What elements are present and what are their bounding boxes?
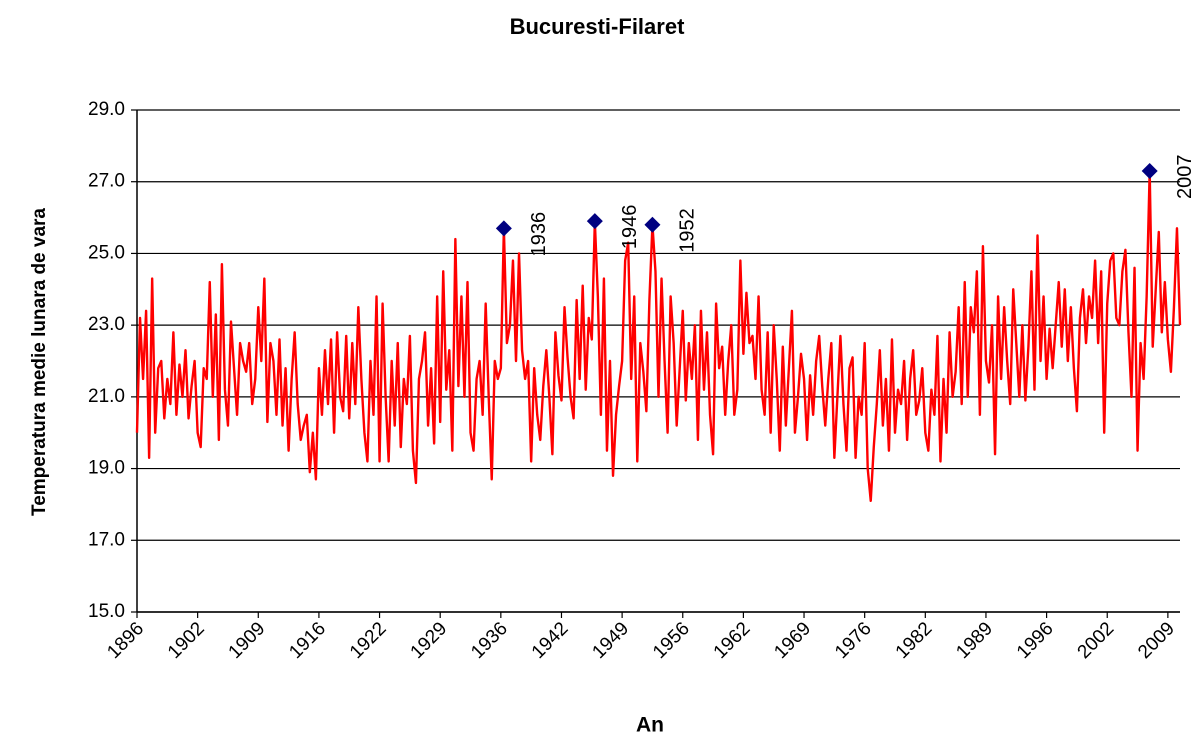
y-tick-label: 15.0 <box>88 601 125 622</box>
annotation: 2007 <box>1174 154 1196 199</box>
annotation: 1936 <box>528 212 550 257</box>
chart-title: Bucuresti-Filaret <box>510 14 685 39</box>
y-tick-label: 21.0 <box>88 386 125 407</box>
y-tick-label: 17.0 <box>88 529 125 550</box>
annotation: 1952 <box>677 208 699 253</box>
data-line <box>135 169 1182 503</box>
annotation: 1946 <box>619 205 641 250</box>
y-tick-label: 29.0 <box>88 99 125 120</box>
y-tick-label: 25.0 <box>88 242 125 263</box>
marker-diamond <box>1141 162 1158 179</box>
y-axis-label: Temperatura medie lunara de vara <box>29 208 50 516</box>
y-tick-label: 23.0 <box>88 314 125 335</box>
marker-diamond <box>644 216 661 233</box>
x-axis-label: An <box>636 714 664 737</box>
y-tick-label: 27.0 <box>88 171 125 192</box>
y-tick-label: 19.0 <box>88 458 125 479</box>
marker-diamond <box>586 213 603 230</box>
marker-diamond <box>495 220 512 237</box>
